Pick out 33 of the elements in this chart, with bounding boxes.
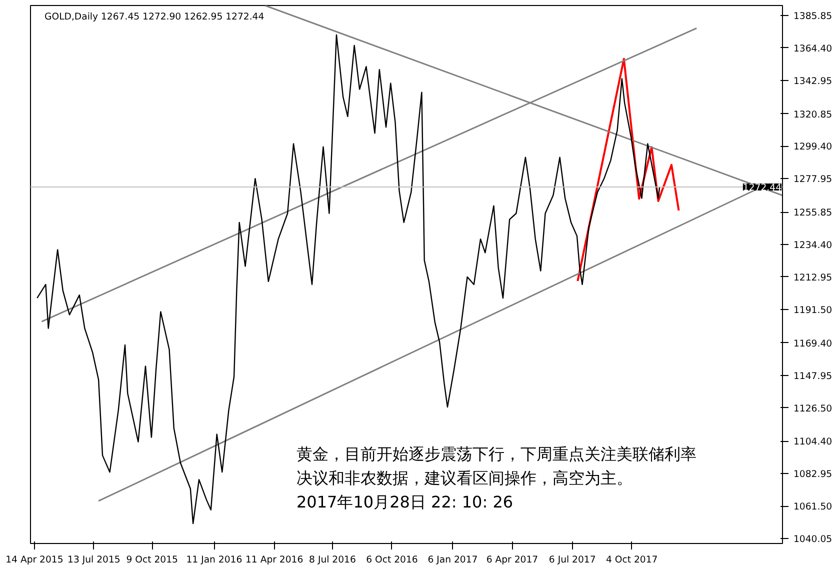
x-tick-label: 6 Jan 2017 <box>428 554 478 566</box>
annotation: 2017年10月28日 22: 10: 26 <box>296 492 514 512</box>
y-tick-label: 1104.40 <box>794 436 832 448</box>
y-tick-label: 1320.85 <box>794 109 832 120</box>
annotation: 决议和非农数据，建议看区间操作，高空为主。 <box>296 468 632 488</box>
x-tick-label: 4 Oct 2017 <box>606 554 658 566</box>
y-tick-label: 1277.95 <box>794 174 832 186</box>
y-tick-label: 1385.85 <box>794 10 832 22</box>
y-tick-label: 1040.05 <box>794 534 832 546</box>
x-tick-label: 11 Apr 2016 <box>246 554 304 566</box>
x-tick-label: 9 Oct 2015 <box>126 554 178 566</box>
y-tick-label: 1212.95 <box>794 272 832 284</box>
ref-line-label: 1272.44 <box>742 182 782 194</box>
y-tick-label: 1082.95 <box>794 469 832 480</box>
y-tick-label: 1169.40 <box>794 338 832 350</box>
text: GOLD,Daily 1267.45 1272.90 1262.95 1272.44 <box>44 12 264 22</box>
x-tick-label: 13 Jul 2015 <box>68 554 120 566</box>
y-tick-label: 1299.40 <box>794 142 832 153</box>
x-tick-label: 14 Apr 2015 <box>6 554 64 566</box>
y-tick-label: 1061.50 <box>794 502 832 513</box>
y-tick-label: 1126.50 <box>794 403 832 414</box>
y-tick-label: 1255.85 <box>794 208 832 219</box>
y-tick-label: 1234.40 <box>794 240 832 252</box>
x-tick-label: 6 Jul 2017 <box>548 554 596 566</box>
x-tick-label: 8 Jul 2016 <box>309 554 356 566</box>
annotation: 黄金，目前开始逐步震荡下行，下周重点关注美联储利率 <box>296 444 696 464</box>
y-tick-label: 1191.50 <box>794 304 832 316</box>
x-tick-label: 6 Apr 2017 <box>486 554 538 566</box>
y-tick-label: 1342.95 <box>794 76 832 87</box>
y-tick-label: 1364.40 <box>794 43 832 54</box>
x-tick-label: 11 Jan 2016 <box>186 554 242 566</box>
y-tick-label: 1147.95 <box>794 370 832 382</box>
x-tick-label: 6 Oct 2016 <box>366 554 418 566</box>
